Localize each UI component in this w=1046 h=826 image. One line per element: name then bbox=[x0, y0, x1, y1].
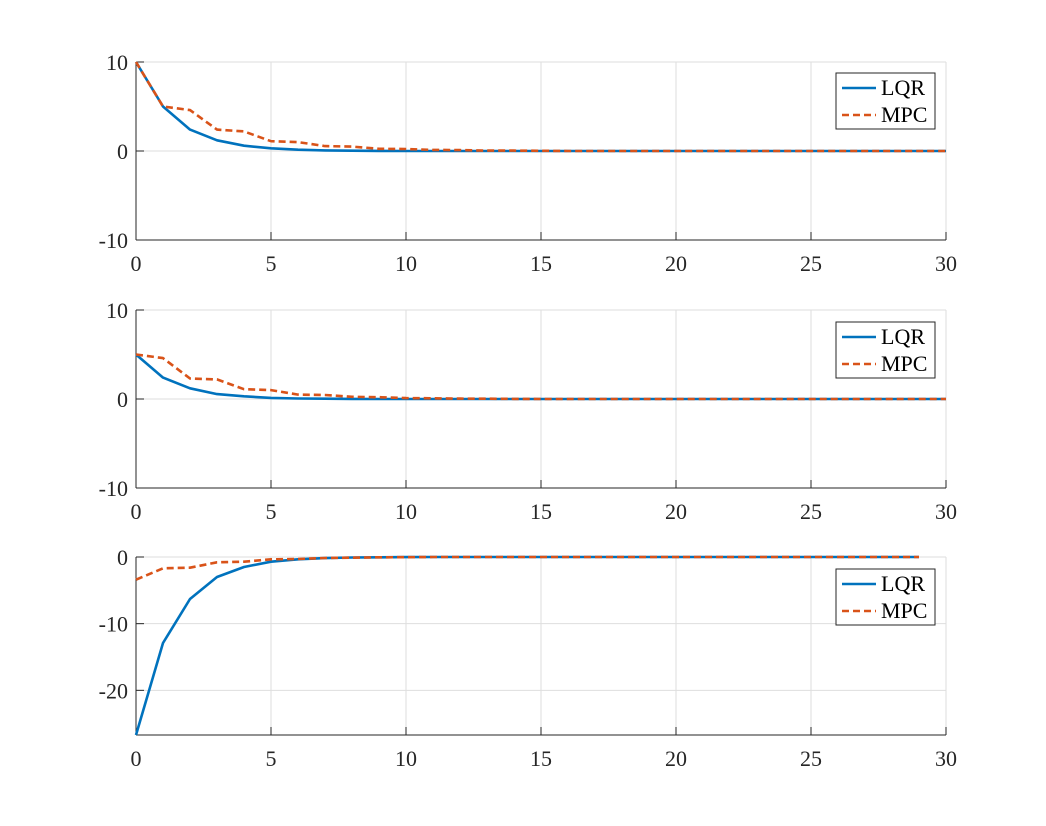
legend-label-lqr: LQR bbox=[881, 571, 925, 596]
x-tick-label: 10 bbox=[395, 499, 417, 524]
x-tick-label: 15 bbox=[530, 746, 552, 771]
y-tick-label: -10 bbox=[99, 476, 128, 501]
x-tick-label: 0 bbox=[131, 251, 142, 276]
legend-label-mpc: MPC bbox=[881, 102, 927, 127]
x-tick-label: 5 bbox=[266, 499, 277, 524]
x-tick-label: 30 bbox=[935, 499, 957, 524]
y-tick-label: -10 bbox=[99, 228, 128, 253]
x-tick-label: 15 bbox=[530, 499, 552, 524]
x-tick-label: 10 bbox=[395, 251, 417, 276]
series-line-mpc bbox=[135, 555, 919, 581]
x-tick-label: 20 bbox=[665, 746, 687, 771]
x-tick-label: 0 bbox=[131, 499, 142, 524]
y-tick-label: -20 bbox=[99, 678, 128, 703]
y-tick-label: 10 bbox=[106, 50, 128, 75]
x-tick-label: 20 bbox=[665, 499, 687, 524]
x-tick-label: 20 bbox=[665, 251, 687, 276]
x-tick-label: 30 bbox=[935, 251, 957, 276]
series-line-mpc bbox=[134, 61, 946, 153]
legend-label-mpc: MPC bbox=[881, 598, 927, 623]
legend-label-mpc: MPC bbox=[881, 351, 927, 376]
x-tick-label: 30 bbox=[935, 746, 957, 771]
legend-box bbox=[835, 321, 936, 379]
legend-box bbox=[835, 72, 936, 130]
y-tick-label: 0 bbox=[117, 139, 128, 164]
y-tick-label: 0 bbox=[117, 545, 128, 570]
series-line-mpc bbox=[135, 353, 946, 401]
x-tick-label: 5 bbox=[266, 251, 277, 276]
y-tick-label: 10 bbox=[106, 298, 128, 323]
y-tick-label: -10 bbox=[99, 612, 128, 637]
x-tick-label: 25 bbox=[800, 499, 822, 524]
legend-label-lqr: LQR bbox=[881, 324, 925, 349]
x-tick-label: 0 bbox=[131, 746, 142, 771]
x-tick-label: 25 bbox=[800, 251, 822, 276]
x-tick-label: 10 bbox=[395, 746, 417, 771]
x-tick-label: 5 bbox=[266, 746, 277, 771]
legend-box bbox=[835, 568, 936, 626]
legend-label-lqr: LQR bbox=[881, 75, 925, 100]
x-tick-label: 15 bbox=[530, 251, 552, 276]
y-tick-label: 0 bbox=[117, 387, 128, 412]
x-tick-label: 25 bbox=[800, 746, 822, 771]
